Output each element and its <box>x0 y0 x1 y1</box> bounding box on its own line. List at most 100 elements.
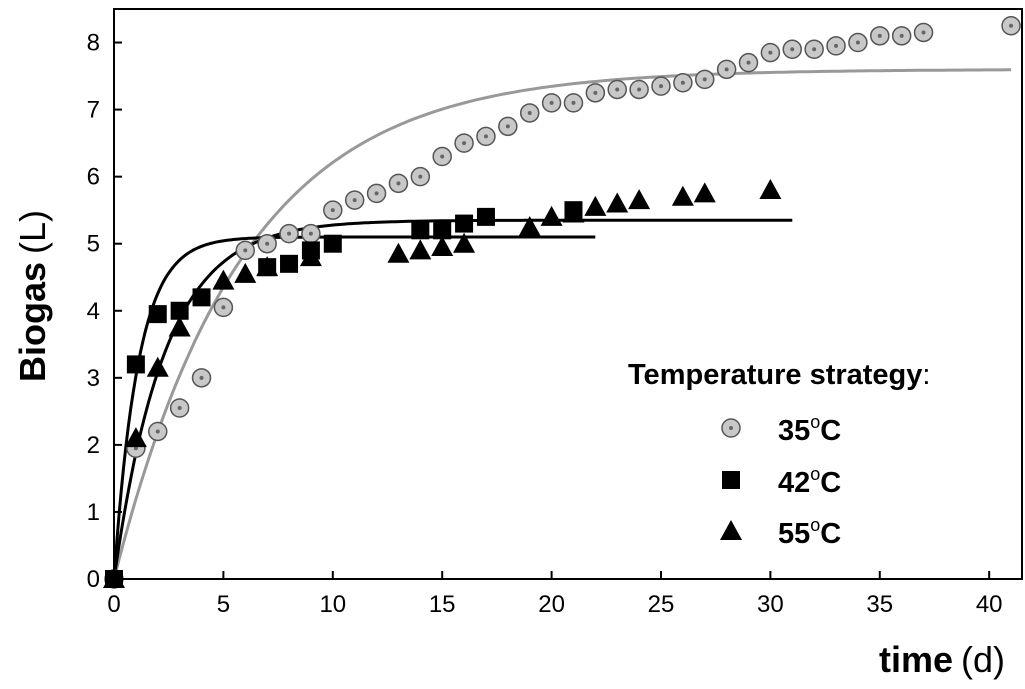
data-point <box>606 192 629 213</box>
data-point <box>323 200 343 220</box>
data-point <box>760 42 781 63</box>
data-point <box>848 32 868 53</box>
legend-label-degree: o <box>810 412 820 432</box>
y-axis-label: Biogas <box>12 262 53 382</box>
data-point <box>759 179 782 200</box>
data-point <box>431 236 454 257</box>
x-axis: 0 5 10 15 20 25 30 35 40 <box>107 571 1003 618</box>
data-point <box>433 221 452 240</box>
legend-label: 55oC <box>778 515 841 550</box>
x-tick-label: 35 <box>866 591 893 618</box>
data-point <box>323 234 342 253</box>
chart-marks <box>103 16 1021 589</box>
data-point <box>673 73 693 93</box>
data-point <box>148 305 167 324</box>
data-point <box>563 93 584 113</box>
data-point <box>409 239 432 260</box>
data-point <box>410 166 431 187</box>
series-1 <box>105 201 583 588</box>
data-point <box>541 93 562 113</box>
data-point <box>366 183 387 204</box>
legend-label: 35oC <box>778 412 841 447</box>
data-point <box>607 79 627 100</box>
data-point <box>126 355 145 374</box>
legend-label: 42oC <box>778 464 841 499</box>
data-point <box>1001 16 1021 36</box>
data-point <box>540 205 563 226</box>
data-point <box>738 52 759 73</box>
legend-marker <box>721 418 741 438</box>
legend-label-degree: o <box>810 515 820 535</box>
data-point <box>585 83 606 103</box>
legend-item: 35oC <box>721 412 841 447</box>
data-point <box>148 421 168 442</box>
x-tick-label: 10 <box>319 591 346 618</box>
legend-label-degree: o <box>810 464 820 484</box>
data-point <box>191 368 212 388</box>
data-point <box>169 398 190 418</box>
data-point <box>168 316 191 337</box>
data-point <box>782 39 803 59</box>
plot-frame <box>113 8 1023 580</box>
x-axis-label: time <box>879 639 953 680</box>
y-tick-label: 3 <box>87 365 100 392</box>
legend-label-value: 55 <box>778 518 810 550</box>
data-point <box>453 232 476 253</box>
y-tick-label: 1 <box>87 499 100 526</box>
x-tick-label: 40 <box>976 591 1003 618</box>
fit-line-series-0 <box>112 68 1012 580</box>
data-point <box>124 427 147 448</box>
legend-item: 55oC <box>720 515 841 550</box>
x-tick-label: 0 <box>107 591 120 618</box>
series-0 <box>104 16 1021 589</box>
data-point <box>411 221 430 240</box>
fit-line-series-1 <box>112 235 596 580</box>
legend-label-value: 35 <box>778 415 810 447</box>
y-tick-label: 8 <box>87 30 100 57</box>
data-point <box>870 26 890 46</box>
data-point <box>257 233 277 254</box>
data-point <box>498 116 518 137</box>
legend-label-unit: C <box>820 415 841 447</box>
data-point <box>804 39 824 59</box>
data-point <box>694 69 715 90</box>
y-axis: 0 1 2 3 4 5 6 7 8 <box>87 30 122 593</box>
data-point <box>235 240 256 261</box>
x-axis-title: time (d) <box>879 639 1005 680</box>
data-point <box>628 189 651 210</box>
data-point <box>213 297 234 318</box>
x-tick-label: 5 <box>217 591 230 618</box>
legend-label-unit: C <box>820 518 841 550</box>
data-point <box>388 173 409 194</box>
y-tick-label: 4 <box>87 298 100 325</box>
y-axis-unit: (L) <box>12 210 53 254</box>
legend-label-value: 42 <box>778 467 810 499</box>
legend-title: Temperature strategy: <box>628 359 930 391</box>
data-point <box>826 36 846 56</box>
data-point <box>455 214 474 233</box>
data-point <box>651 76 671 96</box>
data-point <box>476 207 495 226</box>
data-point <box>693 182 716 203</box>
x-tick-label: 20 <box>538 591 565 618</box>
data-point <box>170 301 189 320</box>
data-point <box>146 356 169 377</box>
data-point <box>891 26 912 46</box>
y-axis-title: Biogas (L) <box>12 210 53 382</box>
y-tick-label: 2 <box>87 432 100 459</box>
data-point <box>256 256 279 277</box>
data-point <box>301 223 321 244</box>
legend-title-text: Temperature strategy <box>628 359 922 391</box>
data-point <box>344 190 365 210</box>
x-axis-unit: (d) <box>961 639 1005 680</box>
y-tick-label: 6 <box>87 164 100 191</box>
x-tick-label: 30 <box>757 591 784 618</box>
data-point <box>192 288 211 307</box>
data-point <box>432 146 452 167</box>
legend-item: 42oC <box>722 464 841 499</box>
data-point <box>518 215 541 236</box>
data-point <box>913 22 934 43</box>
